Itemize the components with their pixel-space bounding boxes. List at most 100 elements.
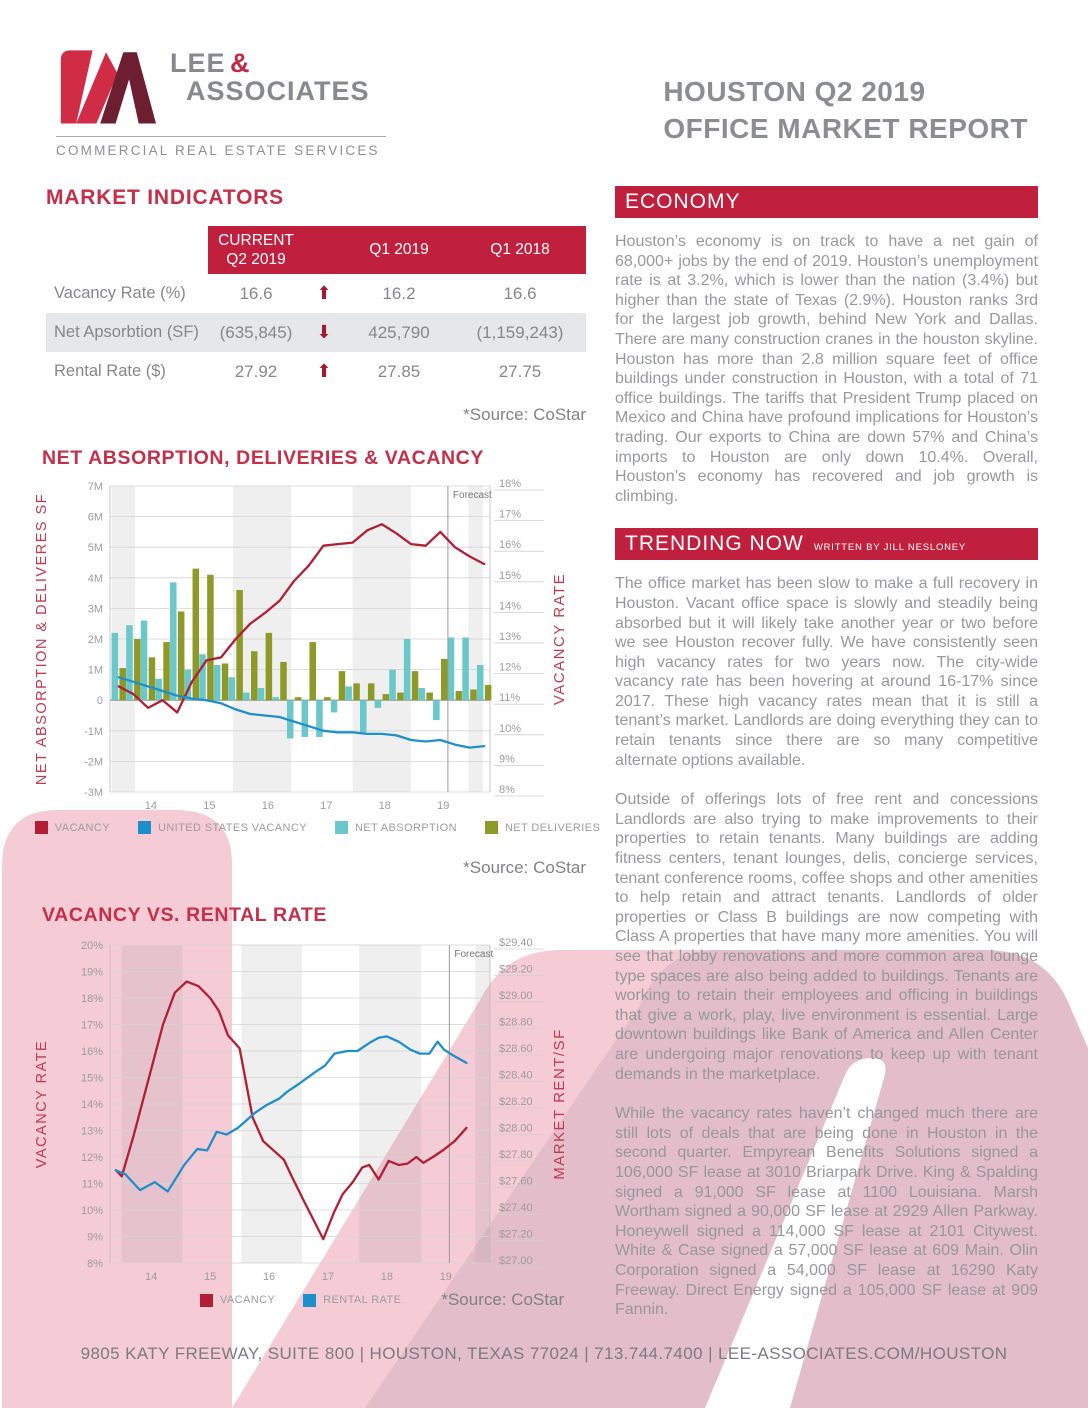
report-title-line1: HOUSTON Q2 2019 [663, 76, 926, 107]
logo-divider [56, 136, 386, 137]
svg-text:5M: 5M [88, 542, 103, 554]
col-header-q1-2019: Q1 2019 [344, 226, 454, 274]
svg-text:3M: 3M [88, 603, 103, 615]
legend-swatch-icon [484, 821, 498, 834]
svg-text:16: 16 [262, 800, 274, 812]
svg-text:-2M: -2M [84, 756, 103, 768]
current-value: (635,845) [219, 322, 293, 342]
svg-text:18: 18 [379, 800, 391, 812]
svg-text:16%: 16% [499, 539, 521, 551]
svg-text:14%: 14% [499, 600, 521, 612]
svg-text:12%: 12% [81, 1152, 103, 1164]
current-value: 27.92 [234, 361, 278, 381]
svg-text:$28.80: $28.80 [499, 1017, 533, 1029]
q1-2019-value: 16.2 [382, 283, 416, 303]
q1-2018-value: 16.6 [503, 283, 537, 303]
svg-text:15%: 15% [499, 570, 521, 582]
svg-text:15%: 15% [81, 1073, 103, 1085]
svg-text:NET ABSORPTION & DELIVERES SF: NET ABSORPTION & DELIVERES SF [34, 493, 50, 785]
svg-text:15: 15 [204, 1271, 216, 1283]
trending-paragraph-2: Outside of offerings lots of free rent a… [615, 791, 1038, 1083]
svg-text:9%: 9% [87, 1232, 103, 1244]
svg-text:$28.20: $28.20 [499, 1096, 533, 1108]
svg-text:-1M: -1M [84, 726, 103, 738]
svg-text:$28.40: $28.40 [499, 1070, 533, 1082]
svg-text:18%: 18% [499, 478, 521, 490]
svg-text:18%: 18% [81, 993, 103, 1005]
vacancy-rent-chart-title: VACANCY VS. RENTAL RATE [42, 904, 328, 926]
absorption-chart-title: NET ABSORPTION, DELIVERIES & VACANCY [42, 447, 484, 469]
trending-paragraph-1: The office market has been slow to make … [615, 575, 1038, 769]
header: LEE & ASSOCIATES COMMERCIAL REAL ESTATE … [0, 0, 1088, 158]
svg-text:19%: 19% [81, 967, 103, 979]
q1-2018-value: (1,159,243) [476, 322, 564, 342]
trending-header-bar: TRENDING NOW WRITTEN BY JILL NESLONEY [615, 528, 1038, 561]
table-row: Rental Rate ($) 27.92 ⬆ 27.85 27.75 [46, 352, 586, 391]
svg-text:14%: 14% [81, 1099, 103, 1111]
lee-logo-mark-icon [60, 50, 156, 124]
svg-text:13%: 13% [499, 631, 521, 643]
svg-text:4M: 4M [88, 573, 103, 585]
svg-text:16%: 16% [81, 1046, 103, 1058]
svg-text:$28.60: $28.60 [499, 1043, 533, 1055]
economy-header-bar: ECONOMY [615, 186, 1038, 218]
report-title: HOUSTON Q2 2019 OFFICE MARKET REPORT [663, 74, 1028, 148]
trending-byline: WRITTEN BY JILL NESLONEY [813, 542, 967, 554]
svg-text:15: 15 [203, 800, 215, 812]
svg-text:$28.00: $28.00 [499, 1123, 533, 1135]
svg-text:VACANCY RATE: VACANCY RATE [551, 573, 568, 705]
footer-address: 9805 KATY FREEWAY, SUITE 800 | HOUSTON, … [80, 1344, 1008, 1363]
col-header-arrow-gap [304, 226, 344, 274]
legend-swatch-icon [34, 821, 48, 834]
svg-text:14: 14 [145, 1271, 157, 1283]
logo-word-lee: LEE [170, 48, 226, 78]
vacancy-rent-chart-legend: VACANCY RENTAL RATE [200, 1293, 401, 1307]
left-column: MARKET INDICATORS CURRENT Q2 2019 Q1 201… [30, 186, 605, 1340]
trending-heading: TRENDING NOW [625, 532, 804, 556]
svg-text:$29.00: $29.00 [499, 990, 533, 1002]
svg-text:$27.60: $27.60 [499, 1176, 533, 1188]
svg-text:MARKET RENT/SF: MARKET RENT/SF [551, 1028, 568, 1180]
svg-text:10%: 10% [81, 1205, 103, 1217]
svg-text:Forecast: Forecast [454, 949, 493, 960]
svg-text:-3M: -3M [84, 787, 103, 799]
svg-text:20%: 20% [81, 940, 103, 952]
svg-text:$27.80: $27.80 [499, 1149, 533, 1161]
q1-2019-value: 425,790 [368, 322, 430, 342]
svg-text:$27.40: $27.40 [499, 1202, 533, 1214]
svg-text:2M: 2M [88, 634, 103, 646]
svg-text:17%: 17% [81, 1020, 103, 1032]
legend-item: UNITED STATES VACANCY [137, 821, 307, 834]
legend-item: VACANCY [200, 1293, 275, 1307]
logo-ampersand: & [229, 48, 251, 78]
row-label: Vacancy Rate (%) [54, 284, 186, 302]
svg-text:Forecast: Forecast [453, 490, 492, 501]
svg-text:7M: 7M [88, 481, 103, 493]
trend-up-icon: ⬆ [316, 361, 332, 381]
svg-text:1M: 1M [88, 665, 103, 677]
row-label: Rental Rate ($) [54, 362, 166, 380]
trending-paragraph-3: While the vacancy rates haven’t changed … [615, 1105, 1038, 1319]
legend-swatch-icon [200, 1293, 213, 1307]
svg-text:18: 18 [381, 1271, 393, 1283]
logo-word-associates: ASSOCIATES [186, 75, 370, 106]
legend-swatch-icon [334, 821, 348, 834]
legend-swatch-icon [303, 1293, 317, 1307]
table-row: Vacancy Rate (%) 16.6 ⬆ 16.2 16.6 [46, 274, 586, 313]
right-column: ECONOMY Houston’s economy is on track to… [615, 186, 1038, 1340]
absorption-deliveries-vacancy-chart: -3M -2M -1M 0 1M 2M 3M 4M 5M 6M 7M 8% 9% 10% 11% 12% 13%… [34, 478, 568, 812]
svg-text:13%: 13% [81, 1126, 103, 1138]
market-indicators-table: CURRENT Q2 2019 Q1 2019 Q1 2018 Vacancy … [46, 226, 586, 391]
table-row: Net Apsorbtion (SF) (635,845) ⬇ 425,790 … [46, 313, 586, 352]
legend-item: VACANCY [34, 821, 110, 834]
svg-text:12%: 12% [499, 662, 521, 674]
svg-text:8%: 8% [87, 1258, 103, 1270]
vacancy-rent-chart-source: *Source: CoStar [441, 1290, 565, 1309]
svg-text:11%: 11% [499, 692, 520, 704]
legend-item: NET ABSORPTION [334, 821, 457, 834]
col-header-current: CURRENT Q2 2019 [208, 226, 304, 274]
svg-text:11%: 11% [82, 1179, 103, 1191]
svg-text:6M: 6M [88, 512, 103, 524]
